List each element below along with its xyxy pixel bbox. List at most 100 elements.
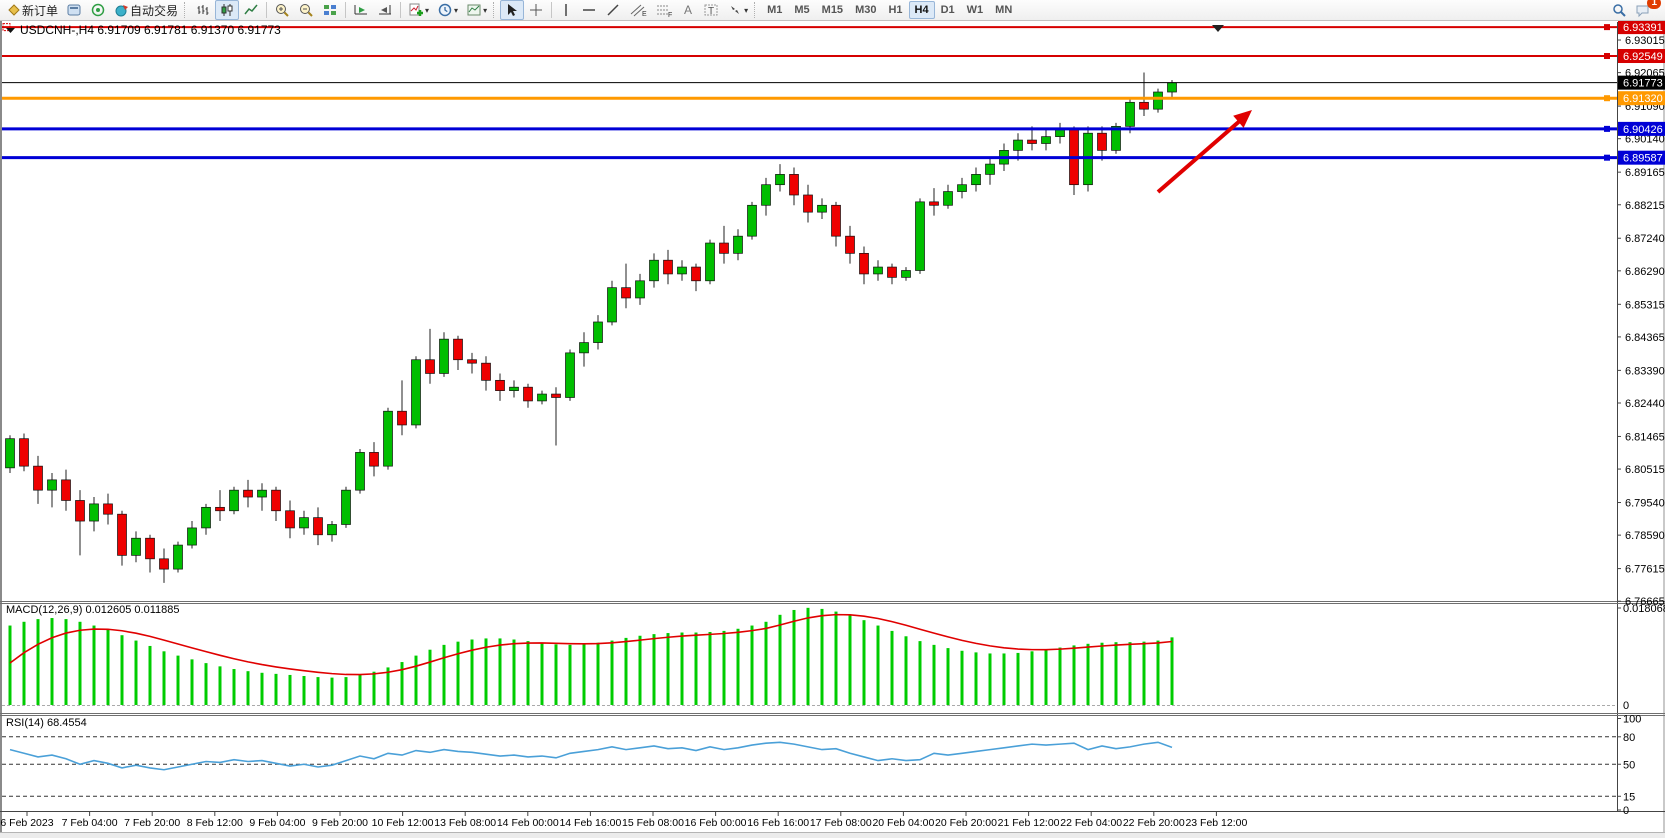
macd-histogram-bar (316, 677, 320, 705)
zoom-out-icon (300, 4, 313, 17)
chart-shift-marker[interactable] (1212, 25, 1224, 32)
candle-bull (733, 235, 743, 254)
vertical-line-button[interactable] (555, 0, 577, 20)
timeframe-W1[interactable]: W1 (966, 4, 984, 16)
bar-chart-icon (197, 5, 209, 15)
fibonacci-icon: F (657, 5, 672, 18)
zoom-out-button[interactable] (294, 0, 318, 20)
signals-button[interactable] (86, 0, 110, 20)
line-anchor-handle[interactable] (1604, 125, 1610, 132)
candle-bear (929, 201, 939, 206)
price-tick-label: 6.80515 (1625, 464, 1665, 476)
macd-histogram-bar (834, 611, 838, 705)
candlestick-chart-button[interactable] (215, 0, 240, 20)
price-tick-label: 6.90140 (1625, 134, 1665, 146)
auto-trading-label: 自动交易 (130, 3, 179, 18)
macd-histogram-bar (1128, 642, 1132, 705)
macd-histogram-bar (414, 655, 418, 705)
time-axis-label: 20 Feb 20:00 (935, 817, 997, 829)
crosshair-button[interactable] (524, 0, 548, 20)
macd-histogram-bar (176, 655, 180, 705)
macd-histogram-bar (848, 615, 852, 705)
price-line-badge (1618, 21, 1665, 35)
macd-histogram-bar (386, 667, 390, 705)
cursor-button[interactable] (500, 0, 525, 20)
price-tick-label: 6.85315 (1625, 299, 1665, 311)
periods-clock-icon (438, 3, 452, 17)
macd-zero-label: 0 (1623, 700, 1629, 712)
line-left-handle[interactable] (2, 23, 11, 32)
macd-histogram-bar (358, 674, 362, 705)
new-order-button[interactable]: 新订单 (2, 0, 62, 20)
trend-arrow-annotation[interactable] (1156, 117, 1244, 194)
candle-bull (89, 503, 99, 522)
arrows-tool-button[interactable]: ▾ (723, 0, 752, 20)
macd-histogram-bar (778, 614, 782, 705)
toolbar-separator (345, 2, 347, 18)
tile-windows-button[interactable] (318, 0, 342, 20)
line-anchor-handle[interactable] (1604, 154, 1610, 161)
macd-signal-line (9, 613, 1173, 676)
timeframe-H4[interactable]: H4 (908, 1, 935, 19)
timeframe-M5[interactable]: M5 (794, 4, 810, 16)
candle-bull (173, 544, 183, 570)
macd-histogram-bar (470, 639, 474, 705)
timeframe-MN[interactable]: MN (995, 4, 1013, 16)
macd-histogram-bar (36, 619, 40, 705)
candle-bull (873, 266, 883, 275)
notifications-button[interactable]: 1 (1631, 0, 1661, 20)
time-axis-label: 22 Feb 04:00 (1060, 817, 1122, 829)
chart-shift-button[interactable] (373, 0, 397, 20)
auto-trading-button[interactable]: 自动交易 (110, 0, 182, 20)
current-price-badge-label: 6.91773 (1623, 78, 1663, 90)
macd-histogram-bar (540, 642, 544, 705)
zoom-in-button[interactable] (270, 0, 294, 20)
auto-trading-icon (115, 5, 129, 17)
timeframe-M15[interactable]: M15 (821, 4, 844, 16)
indicators-caret: ▾ (425, 5, 430, 15)
svg-text:A: A (684, 3, 692, 17)
macd-histogram-bar (428, 649, 432, 705)
timeframe-D1[interactable]: D1 (940, 4, 955, 16)
time-axis-label: 9 Feb 20:00 (312, 817, 368, 829)
line-chart-icon (244, 4, 258, 15)
price-line-badge-label: 6.92549 (1623, 51, 1663, 63)
candle-bear (285, 510, 295, 529)
macd-histogram-bar (764, 621, 768, 705)
macd-histogram-bar (666, 633, 670, 705)
macd-histogram-bar (50, 618, 54, 705)
equidistant-channel-button[interactable]: E (625, 0, 651, 20)
timeframe-M30[interactable]: M30 (855, 4, 877, 16)
bar-chart-button[interactable] (191, 0, 215, 20)
trendline-button[interactable] (601, 0, 625, 20)
macd-histogram-bar (8, 625, 12, 705)
text-label-button[interactable]: T (699, 0, 723, 20)
fibonacci-button[interactable]: F (651, 0, 677, 20)
search-button[interactable] (1607, 0, 1631, 20)
macd-histogram-bar (974, 652, 978, 705)
line-chart-button[interactable] (239, 0, 263, 20)
timeframe-H1[interactable]: H1 (888, 4, 903, 16)
candle-bear (621, 287, 631, 299)
profiles-button[interactable] (62, 0, 86, 20)
candle-bull (985, 163, 995, 175)
horizontal-line-button[interactable] (577, 0, 601, 20)
candle-bear (467, 359, 477, 364)
indicators-button[interactable]: ▾ (404, 0, 433, 20)
periods-button[interactable]: ▾ (433, 0, 462, 20)
equidistant-channel-icon: E (630, 4, 647, 18)
candle-bull (1055, 129, 1065, 137)
time-axis-label: 21 Feb 12:00 (998, 817, 1060, 829)
timeframe-M1[interactable]: M1 (767, 4, 783, 16)
macd-histogram-bar (1016, 652, 1020, 705)
chart-menu-triangle-icon[interactable] (6, 28, 15, 33)
line-anchor-handle[interactable] (1604, 53, 1610, 60)
macd-histogram-bar (1072, 645, 1076, 705)
candle-bear (117, 513, 127, 556)
templates-button[interactable]: ▾ (462, 0, 491, 20)
text-button[interactable]: A (677, 0, 699, 20)
line-anchor-handle[interactable] (1604, 95, 1610, 102)
macd-histogram-bar (344, 677, 348, 705)
auto-scroll-button[interactable] (349, 0, 373, 20)
line-anchor-handle[interactable] (1604, 24, 1610, 31)
